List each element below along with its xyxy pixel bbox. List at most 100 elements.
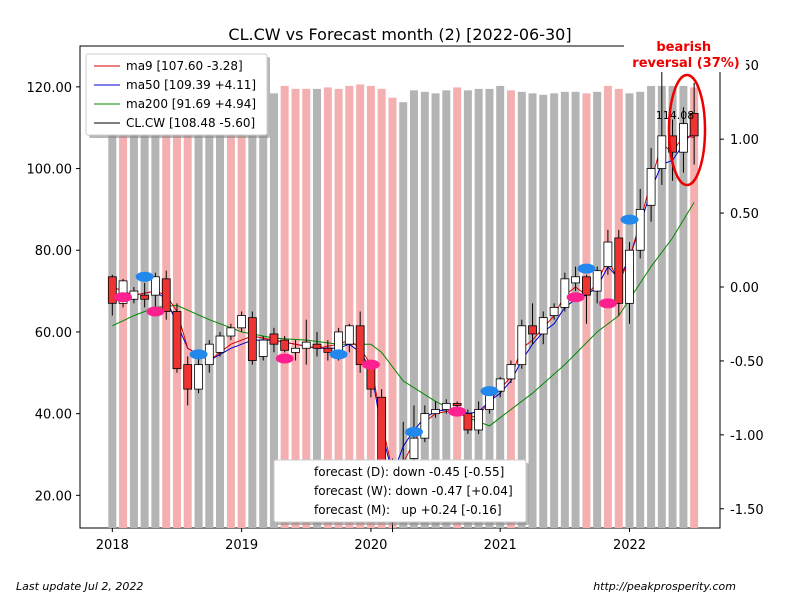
left-axis: 20.00 40.00 60.00 80.00 100.00 120.00 xyxy=(27,81,80,504)
volume-bar xyxy=(323,87,332,528)
volume-bar xyxy=(668,85,677,529)
candle-body xyxy=(226,327,236,337)
x-tick-label: 2019 xyxy=(225,538,258,553)
candle-body xyxy=(172,311,182,370)
candle-body xyxy=(409,437,419,459)
signal-marker xyxy=(404,427,423,438)
x-tick-label: 2018 xyxy=(96,538,129,553)
volume-bar xyxy=(356,84,365,529)
x-axis: 2018 2019 2020 2021 2022 xyxy=(96,528,646,553)
volume-bar xyxy=(237,82,246,528)
volume-bar xyxy=(302,88,311,528)
candle-body xyxy=(140,294,150,300)
candle-body xyxy=(237,315,247,329)
volume-bar xyxy=(657,85,666,529)
candle-body xyxy=(571,276,580,284)
volume-bar xyxy=(399,102,408,528)
left-tick-label: 120.00 xyxy=(27,81,73,96)
forecast-line: forecast (M): up +0.24 [-0.16] xyxy=(314,503,502,517)
candle-body xyxy=(517,325,527,366)
x-tick-label: 2020 xyxy=(354,538,387,553)
candle-body xyxy=(355,325,365,366)
candle-body xyxy=(549,307,559,316)
candlesticks xyxy=(107,70,699,533)
candle-body xyxy=(474,409,484,431)
signal-marker xyxy=(361,359,380,370)
volume-bar xyxy=(593,91,602,529)
candle-body xyxy=(183,364,193,390)
candle-body xyxy=(441,403,451,410)
volume-bar xyxy=(280,85,289,529)
last-price-label: 114.08 xyxy=(656,109,695,122)
legend-label: ma200 [91.69 +4.94] xyxy=(126,97,256,111)
volume-bar xyxy=(517,91,526,529)
candle-body xyxy=(291,347,300,353)
right-tick-label: 0.50 xyxy=(730,207,759,222)
candle-body xyxy=(592,270,602,292)
signal-marker xyxy=(275,353,294,364)
source-link[interactable]: http://peakprosperity.com xyxy=(593,580,736,593)
candle-body xyxy=(150,276,160,296)
candle-body xyxy=(258,339,268,357)
volume-bar xyxy=(690,87,699,528)
x-tick-label: 2022 xyxy=(613,538,646,553)
candle-body xyxy=(118,280,128,304)
candle-body xyxy=(420,413,430,439)
volume-bar xyxy=(183,88,192,528)
candle-body xyxy=(301,341,311,349)
volume-bar xyxy=(366,85,375,529)
chart-title: CL.CW vs Forecast month (2) [2022-06-30] xyxy=(228,25,571,44)
volume-bar xyxy=(453,87,462,528)
candle-body xyxy=(679,123,688,153)
right-tick-label: -0.50 xyxy=(730,355,764,370)
reversal-annotation: bearish reversal (37%) xyxy=(632,40,739,71)
legend: ma9 [107.60 -3.28] ma50 [109.39 +4.11] ma2… xyxy=(85,53,270,138)
left-tick-label: 60.00 xyxy=(35,326,72,341)
volume-bar xyxy=(463,90,472,528)
candle-body xyxy=(312,343,322,349)
candle-body xyxy=(463,413,473,431)
volume-bar xyxy=(409,90,418,528)
volume-bar xyxy=(216,88,225,528)
candle-body xyxy=(646,168,656,206)
forecast-line: forecast (W): down -0.47 [+0.04] xyxy=(314,484,513,498)
volume-bar xyxy=(269,93,278,529)
volume-bar xyxy=(226,84,235,529)
candle-body xyxy=(625,249,634,304)
candle-body xyxy=(635,208,645,251)
signal-marker xyxy=(577,263,596,274)
volume-bar xyxy=(129,91,138,529)
right-tick-label: -1.50 xyxy=(730,503,764,518)
candle-body xyxy=(603,241,613,267)
signal-marker xyxy=(620,214,639,225)
volume-bar xyxy=(205,88,214,528)
left-tick-label: 20.00 xyxy=(35,489,72,504)
candle-body xyxy=(215,335,225,353)
volume-bar xyxy=(506,90,515,528)
candle-body xyxy=(247,317,257,361)
candle-body xyxy=(495,378,505,392)
volume-bar xyxy=(474,88,483,528)
signal-marker xyxy=(189,349,208,360)
ma200-line xyxy=(112,202,695,427)
candle-body xyxy=(107,276,117,304)
candle-body xyxy=(582,276,591,296)
volume-bar xyxy=(291,88,300,528)
volume-bar xyxy=(388,97,397,528)
candle-body xyxy=(452,403,462,406)
ma200-path xyxy=(112,202,695,427)
volume-bar xyxy=(377,88,386,528)
annotation-bg xyxy=(624,38,746,72)
candle-body xyxy=(323,347,333,353)
volume-bar xyxy=(312,88,321,528)
signal-marker xyxy=(329,349,348,360)
volume-bar xyxy=(496,85,505,529)
legend-label: CL.CW [108.48 -5.60] xyxy=(126,116,255,130)
volume-bar xyxy=(571,91,580,529)
candle-body xyxy=(560,278,570,308)
right-axis: 1.501.000.500.00-0.50-1.00-1.50 xyxy=(720,59,764,518)
left-tick-label: 80.00 xyxy=(35,244,72,259)
candle-body xyxy=(344,325,354,345)
candle-body xyxy=(506,364,516,380)
